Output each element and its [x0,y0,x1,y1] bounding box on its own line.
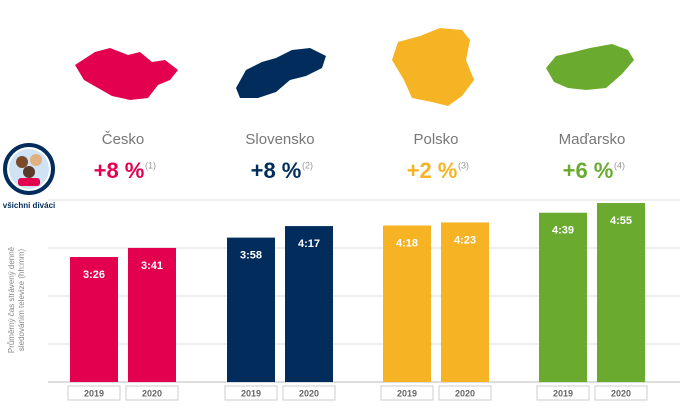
value-label: 4:55 [610,215,632,227]
change: +2 % [407,158,458,183]
value-label: 4:17 [298,238,320,250]
map-hu [546,44,634,90]
map-cz [75,48,178,100]
bar [70,257,118,382]
value-label: 4:18 [396,237,418,249]
year-box [67,385,121,401]
year-box [594,385,648,401]
country-name: Slovensko [245,131,314,148]
country-name: Maďarsko [559,131,626,148]
year-label: 2019 [84,388,104,398]
bar [597,203,645,382]
year-box [438,385,492,401]
year-label: 2020 [299,388,319,398]
change: +6 % [563,158,614,183]
note: (4) [614,160,625,170]
map-pl [392,28,474,106]
year-label: 2019 [553,388,573,398]
maps [75,28,634,106]
change: +8 % [251,158,302,183]
change: +8 % [94,158,145,183]
country-name: Polsko [413,131,458,148]
year-box [224,385,278,401]
year-label: 2020 [455,388,475,398]
year-box [380,385,434,401]
value-label: 3:58 [240,250,262,262]
note: (3) [458,160,469,170]
year-box [125,385,179,401]
year-label: 2020 [611,388,631,398]
value-label: 3:41 [141,260,163,272]
value-label: 3:26 [83,269,105,281]
y-label: Průměrný čas strávený denně [7,246,16,353]
value-label: 4:39 [552,225,574,237]
bar [285,226,333,382]
country-name: Česko [102,131,145,148]
year-label: 2019 [397,388,417,398]
bar [539,212,587,382]
year-label: 2020 [142,388,162,398]
year-label: 2019 [241,388,261,398]
bar [227,237,275,382]
y-label: sledováním televize (hh:mm) [17,249,26,352]
bar [441,222,489,382]
map-sk [236,48,326,98]
audience-label: všichni diváci [3,201,55,210]
year-box [536,385,590,401]
value-label: 4:23 [454,234,476,246]
bar [383,225,431,382]
year-box [282,385,336,401]
audience-icon [3,143,55,195]
note: (2) [302,160,313,170]
note: (1) [145,160,156,170]
bar [128,247,176,382]
